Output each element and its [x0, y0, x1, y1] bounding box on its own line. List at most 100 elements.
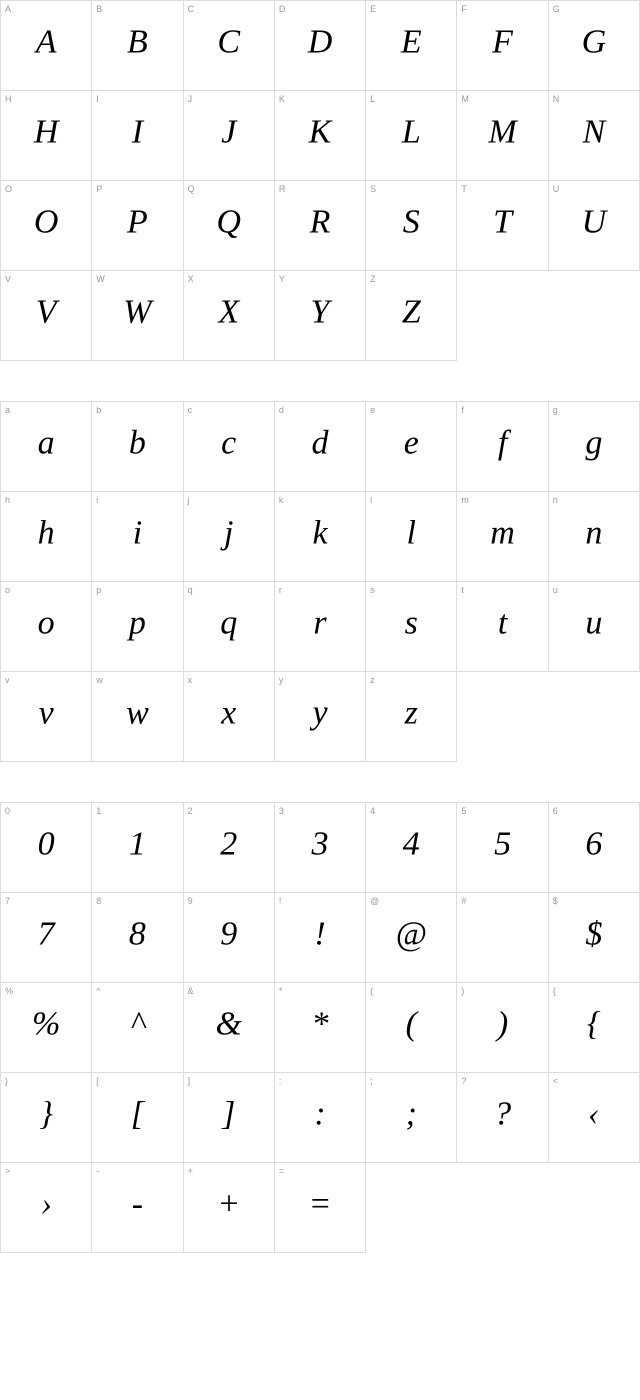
glyph-char: v: [39, 696, 54, 730]
glyph-cell: $$: [549, 893, 640, 983]
glyph-char: ?: [494, 1097, 511, 1131]
glyph-char: b: [129, 426, 146, 460]
glyph-cell: 44: [366, 803, 457, 893]
glyph-char: i: [133, 516, 142, 550]
glyph-label: S: [370, 184, 376, 194]
glyph-label: h: [5, 495, 10, 505]
glyph-char: {: [587, 1007, 601, 1041]
glyph-char: +: [217, 1187, 240, 1221]
glyph-cell: JJ: [184, 91, 275, 181]
glyph-cell: mm: [457, 492, 548, 582]
glyph-label: {: [553, 986, 556, 996]
glyph-label: $: [553, 896, 558, 906]
glyph-char: W: [123, 295, 151, 329]
glyph-cell: cc: [184, 402, 275, 492]
glyph-label: 2: [188, 806, 193, 816]
glyph-label: y: [279, 675, 284, 685]
glyph-label: 3: [279, 806, 284, 816]
glyph-char: 9: [220, 917, 237, 951]
glyph-label: -: [96, 1166, 99, 1176]
glyph-chart-root: AABBCCDDEEFFGGHHIIJJKKLLMMNNOOPPQQRRSSTT…: [0, 0, 640, 1253]
glyph-label: 8: [96, 896, 101, 906]
glyph-label: p: [96, 585, 101, 595]
glyph-label: 0: [5, 806, 10, 816]
glyph-char: h: [38, 516, 55, 550]
glyph-label: K: [279, 94, 285, 104]
glyph-label: ]: [188, 1076, 191, 1086]
glyph-cell: II: [92, 91, 183, 181]
glyph-label: M: [461, 94, 469, 104]
glyph-char: %: [32, 1007, 60, 1041]
glyph-char: I: [132, 115, 143, 149]
glyph-char: F: [492, 25, 513, 59]
glyph-cell: nn: [549, 492, 640, 582]
glyph-cell: ::: [275, 1073, 366, 1163]
glyph-cell: ??: [457, 1073, 548, 1163]
glyph-cell: ss: [366, 582, 457, 672]
glyph-cell: @@: [366, 893, 457, 983]
glyph-char: G: [582, 25, 607, 59]
glyph-char: @: [396, 917, 427, 951]
glyph-cell: gg: [549, 402, 640, 492]
glyph-label: &: [188, 986, 194, 996]
glyph-label: w: [96, 675, 103, 685]
glyph-char: j: [224, 516, 233, 550]
glyph-char: M: [488, 115, 516, 149]
glyph-char: [: [131, 1097, 144, 1131]
glyph-label: }: [5, 1076, 8, 1086]
glyph-cell: BB: [92, 1, 183, 91]
glyph-label: m: [461, 495, 469, 505]
glyph-label: 7: [5, 896, 10, 906]
glyph-char: *: [311, 1007, 328, 1041]
glyph-char: ›: [40, 1187, 51, 1221]
glyph-cell: KK: [275, 91, 366, 181]
glyph-char: p: [129, 606, 146, 640]
glyph-cell: tt: [457, 582, 548, 672]
glyph-cell: ;;: [366, 1073, 457, 1163]
glyph-label: B: [96, 4, 102, 14]
glyph-cell: zz: [366, 672, 457, 762]
glyph-cell: XX: [184, 271, 275, 361]
glyph-cell: ff: [457, 402, 548, 492]
glyph-cell: 22: [184, 803, 275, 893]
glyph-cell: ii: [92, 492, 183, 582]
glyph-cell: vv: [1, 672, 92, 762]
glyph-cell: xx: [184, 672, 275, 762]
glyph-char: k: [312, 516, 327, 550]
glyph-cell: ^^: [92, 983, 183, 1073]
glyph-char: m: [490, 516, 515, 550]
glyph-label: D: [279, 4, 286, 14]
glyph-char: A: [36, 25, 57, 59]
glyph-label: ): [461, 986, 464, 996]
glyph-cell: bb: [92, 402, 183, 492]
glyph-cell: oo: [1, 582, 92, 672]
glyph-section-lowercase: aabbccddeeffgghhiijjkkllmmnnooppqqrrsstt…: [0, 401, 640, 762]
glyph-char: -: [132, 1187, 143, 1221]
glyph-label: <: [553, 1076, 558, 1086]
glyph-cell: 55: [457, 803, 548, 893]
glyph-char: ‹: [588, 1097, 599, 1131]
glyph-label: 6: [553, 806, 558, 816]
glyph-char: o: [38, 606, 55, 640]
glyph-cell: 66: [549, 803, 640, 893]
glyph-label: C: [188, 4, 195, 14]
glyph-cell: uu: [549, 582, 640, 672]
glyph-cell: DD: [275, 1, 366, 91]
glyph-label: P: [96, 184, 102, 194]
glyph-cell: ++: [184, 1163, 275, 1253]
glyph-label: G: [553, 4, 560, 14]
glyph-cell: FF: [457, 1, 548, 91]
glyph-label: u: [553, 585, 558, 595]
glyph-label: q: [188, 585, 193, 595]
glyph-label: t: [461, 585, 464, 595]
glyph-cell: <‹: [549, 1073, 640, 1163]
glyph-label: e: [370, 405, 375, 415]
glyph-char: R: [310, 205, 331, 239]
glyph-label: a: [5, 405, 10, 415]
glyph-cell: }}: [1, 1073, 92, 1163]
glyph-char: 0: [38, 827, 55, 861]
glyph-cell: [[: [92, 1073, 183, 1163]
glyph-char: t: [498, 606, 507, 640]
glyph-cell: OO: [1, 181, 92, 271]
glyph-cell: pp: [92, 582, 183, 672]
